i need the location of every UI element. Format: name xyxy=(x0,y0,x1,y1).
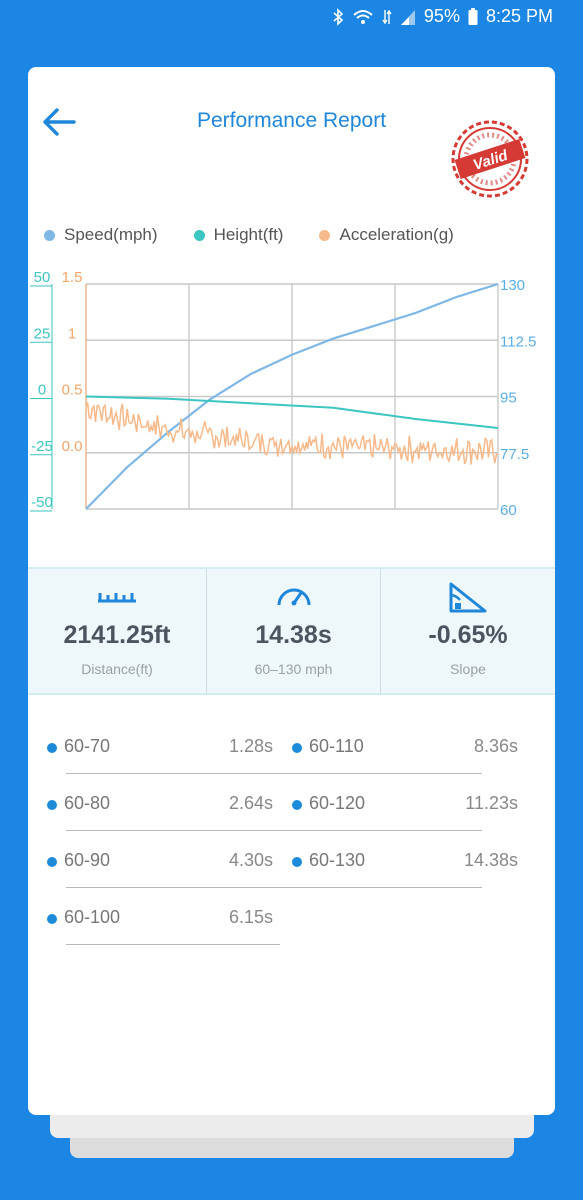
distance-label: Distance(ft) xyxy=(81,661,153,677)
row-divider xyxy=(66,887,482,888)
acceleration-series-line xyxy=(85,402,499,465)
acceleration-axis-tick: 0.0 xyxy=(62,438,83,455)
status-bar: 95% 8:25 PM xyxy=(0,0,583,36)
speed-axis-tick: 95 xyxy=(500,390,517,407)
slope-value: -0.65% xyxy=(428,621,508,649)
height-axis-tick: -50 xyxy=(31,494,53,511)
height-axis-tick: 0 xyxy=(38,382,46,399)
split-dot xyxy=(292,800,302,810)
back-arrow-icon xyxy=(40,108,78,143)
distance-value: 2141.25ft xyxy=(63,621,171,649)
clock: 8:25 PM xyxy=(485,6,553,26)
row-divider xyxy=(66,944,280,945)
legend-label: Acceleration(g) xyxy=(339,225,454,244)
split-row: 60-90 4.30s xyxy=(47,841,277,881)
speed-axis-tick: 60 xyxy=(500,502,517,519)
split-dot xyxy=(47,857,57,867)
split-time: 14.38s xyxy=(463,850,518,870)
slope-label: Slope xyxy=(450,661,486,677)
split-time: 8.36s xyxy=(473,736,518,756)
split-dot xyxy=(292,743,302,753)
height-axis-tick: -25 xyxy=(31,438,53,455)
performance-chart: 50 25 0 -25 -50 1.5 1 0.5 0.0 130 112.5 95 77.5 60 xyxy=(30,269,536,519)
split-row: 60-110 8.36s xyxy=(292,727,522,767)
legend-acceleration[interactable]: Acceleration(g) xyxy=(319,225,454,245)
split-time: 1.28s xyxy=(228,736,273,756)
acceleration-axis-tick: 0.5 xyxy=(62,382,83,399)
speed-legend-dot xyxy=(44,229,55,241)
split-dot xyxy=(292,857,302,867)
chart-legend: Speed(mph) Height(ft) Acceleration(g) xyxy=(44,225,544,245)
split-time: 6.15s xyxy=(228,907,273,927)
slope-icon xyxy=(448,581,488,618)
legend-height[interactable]: Height(ft) xyxy=(193,225,284,245)
speed-axis-tick: 130 xyxy=(500,277,525,294)
battery-icon xyxy=(468,7,478,26)
split-dot xyxy=(47,914,57,924)
split-row: 60-120 11.23s xyxy=(292,784,522,824)
stamp-text: Valid xyxy=(471,147,511,174)
height-axis-tick: 25 xyxy=(34,325,51,342)
legend-label: Height(ft) xyxy=(213,225,284,244)
data-indicator-icon xyxy=(382,8,392,26)
report-card: Performance Report Valid Speed(mph) Heig… xyxy=(28,67,555,1115)
speed-axis-tick: 77.5 xyxy=(500,446,529,463)
time-value: 14.38s xyxy=(255,621,332,649)
legend-label: Speed(mph) xyxy=(64,225,158,244)
split-label: 60-110 xyxy=(309,736,364,756)
split-label: 60-80 xyxy=(64,793,111,813)
speed-axis-tick: 112.5 xyxy=(500,333,536,350)
split-label: 60-130 xyxy=(309,850,366,870)
split-label: 60-90 xyxy=(64,850,111,870)
height-series-line xyxy=(85,395,499,429)
time-stat: 14.38s 60–130 mph xyxy=(206,569,380,693)
height-legend-dot xyxy=(193,229,205,241)
speed-range-label: 60–130 mph xyxy=(254,661,333,677)
signal-icon xyxy=(400,8,416,26)
acceleration-axis-tick: 1 xyxy=(68,325,76,342)
row-divider xyxy=(66,773,482,774)
split-label: 60-70 xyxy=(64,736,111,756)
row-divider xyxy=(66,830,482,831)
stats-panel: 2141.25ft Distance(ft) 14.38s 60–130 mph… xyxy=(28,567,555,695)
valid-stamp: Valid xyxy=(444,119,536,199)
split-time: 2.64s xyxy=(228,793,273,813)
speedometer-icon xyxy=(275,581,313,614)
split-row: 60-70 1.28s xyxy=(47,727,277,767)
distance-stat: 2141.25ft Distance(ft) xyxy=(28,569,206,693)
wifi-icon xyxy=(352,8,374,26)
legend-speed[interactable]: Speed(mph) xyxy=(44,225,158,245)
acceleration-axis-tick: 1.5 xyxy=(62,269,83,286)
acceleration-legend-dot xyxy=(319,229,331,241)
speed-series-line xyxy=(85,282,499,510)
split-label: 60-100 xyxy=(64,907,121,927)
split-row: 60-130 14.38s xyxy=(292,841,522,881)
back-button[interactable] xyxy=(40,105,78,139)
slope-stat: -0.65% Slope xyxy=(380,569,555,693)
ruler-icon xyxy=(96,581,138,612)
height-axis-tick: 50 xyxy=(34,269,51,286)
page-title: Performance Report xyxy=(196,109,387,132)
split-time: 11.23s xyxy=(465,793,518,813)
split-label: 60-120 xyxy=(309,793,366,813)
split-row: 60-100 6.15s xyxy=(47,898,277,938)
split-time: 4.30s xyxy=(228,850,273,870)
split-dot xyxy=(47,800,57,810)
split-row: 60-80 2.64s xyxy=(47,784,277,824)
battery-percent: 95% xyxy=(423,6,460,26)
split-dot xyxy=(47,743,57,753)
bluetooth-icon xyxy=(332,7,344,26)
